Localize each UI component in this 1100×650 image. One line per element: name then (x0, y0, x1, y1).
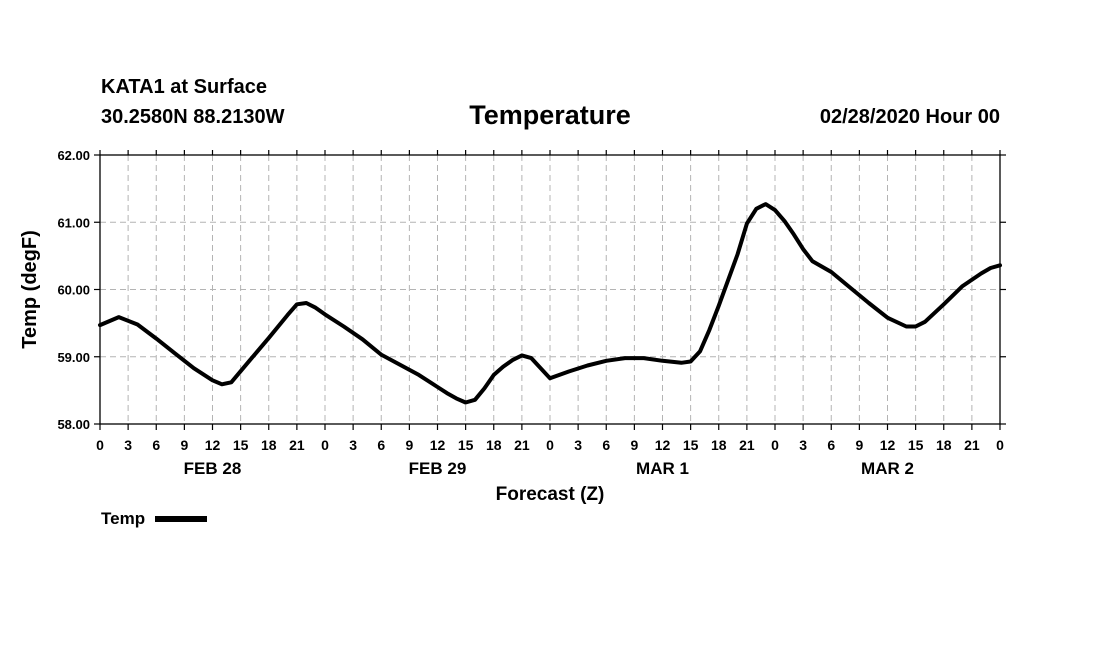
x-tick-label: 0 (996, 437, 1004, 453)
x-tick-label: 6 (827, 437, 835, 453)
x-tick-label: 9 (630, 437, 638, 453)
y-tick-label: 61.00 (57, 215, 90, 230)
chart-title: Temperature (469, 100, 631, 130)
x-tick-label: 3 (349, 437, 357, 453)
x-tick-label: 15 (908, 437, 924, 453)
x-tick-label: 21 (514, 437, 530, 453)
x-tick-label: 0 (96, 437, 104, 453)
x-tick-label: 21 (964, 437, 980, 453)
x-tick-label: 3 (799, 437, 807, 453)
x-tick-label: 6 (602, 437, 610, 453)
x-tick-label: 21 (289, 437, 305, 453)
x-tick-label: 12 (655, 437, 671, 453)
series-line-temp (98, 202, 1002, 405)
x-tick-label: 18 (711, 437, 727, 453)
y-tick-label: 60.00 (57, 283, 90, 298)
x-tick-label: 9 (180, 437, 188, 453)
x-tick-label: 0 (321, 437, 329, 453)
x-tick-label: 3 (124, 437, 132, 453)
y-tick-label: 59.00 (57, 350, 90, 365)
day-label: MAR 1 (636, 459, 689, 478)
x-tick-label: 6 (152, 437, 160, 453)
x-tick-label: 9 (405, 437, 413, 453)
x-tick-label: 9 (855, 437, 863, 453)
legend-label: Temp (101, 509, 146, 528)
day-label: FEB 29 (409, 459, 467, 478)
x-tick-label: 0 (771, 437, 779, 453)
y-tick-label: 62.00 (57, 148, 90, 163)
day-label: MAR 2 (861, 459, 914, 478)
coordinates-label: 30.2580N 88.2130W (101, 106, 285, 128)
x-tick-label: 21 (739, 437, 755, 453)
legend: Temp (101, 509, 208, 529)
x-tick-label: 0 (546, 437, 554, 453)
x-tick-label: 12 (430, 437, 446, 453)
x-tick-label: 18 (486, 437, 502, 453)
x-tick-label: 18 (261, 437, 277, 453)
x-tick-label: 6 (377, 437, 385, 453)
y-tick-label: 58.00 (57, 417, 90, 432)
x-tick-label: 12 (880, 437, 896, 453)
station-label: KATA1 at Surface (101, 76, 267, 98)
x-tick-label: 15 (683, 437, 699, 453)
legend-swatch (155, 516, 208, 522)
x-tick-label: 12 (205, 437, 221, 453)
valid-time-label: 02/28/2020 Hour 00 (819, 106, 1000, 128)
x-tick-label: 15 (458, 437, 474, 453)
y-axis-title: Temp (degF) (19, 230, 41, 349)
x-axis-title: Forecast (Z) (496, 484, 605, 505)
x-tick-label: 15 (233, 437, 249, 453)
x-tick-label: 3 (574, 437, 582, 453)
x-tick-label: 18 (936, 437, 952, 453)
day-label: FEB 28 (184, 459, 242, 478)
